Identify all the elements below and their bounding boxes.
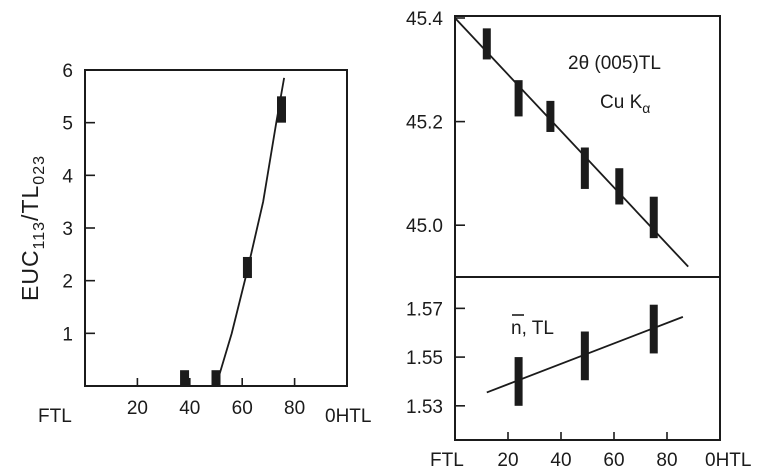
right-top-panel: 45.4 45.2 45.0 2θ (005)TL Cu Kα	[406, 9, 689, 268]
right-top-data-point	[546, 100, 555, 132]
left-y-tick-label: 6	[62, 61, 73, 82]
left-x-tick-label: 60	[232, 398, 253, 419]
right-x-tick-label: 40	[550, 450, 571, 471]
left-panel: 1 2 3 4 5 6 20 40 60 80 FTL 0HTL EUC113/TL023	[17, 61, 371, 427]
right-bottom-data-point	[580, 331, 589, 381]
right-top-ticks: 45.4 45.2 45.0	[406, 9, 465, 237]
left-y-tick-label: 3	[62, 219, 73, 240]
right-x-left-label: FTL	[430, 450, 464, 471]
right-top-y-tick-label: 45.0	[406, 216, 443, 237]
left-y-tick-label: 4	[62, 166, 73, 187]
right-top-data-point	[615, 168, 624, 205]
left-marks	[180, 96, 286, 386]
right-x-tick-label: 20	[497, 450, 518, 471]
left-y-tick-label: 2	[62, 272, 73, 293]
right-top-y-tick-label: 45.4	[406, 9, 443, 30]
left-x-tick-label: 20	[127, 398, 148, 419]
right-top-marks	[482, 28, 658, 239]
right-top-data-point	[580, 147, 589, 189]
right-bottom-data-point	[649, 304, 658, 354]
left-ticks: 1 2 3 4 5 6 20 40 60 80	[62, 61, 305, 419]
left-x-tick-label: 80	[284, 398, 305, 419]
left-y-axis-label: EUC113/TL023	[17, 155, 48, 301]
right-top-data-point	[649, 196, 658, 239]
right-bottom-y-tick-label: 1.55	[406, 348, 443, 369]
left-y-tick-label: 1	[62, 324, 73, 345]
left-data-point	[180, 370, 190, 386]
right-x-tick-label: 80	[656, 450, 677, 471]
left-data-point	[277, 96, 286, 123]
right-bottom-title: n, TL	[511, 318, 554, 339]
right-bottom-ticks: 1.57 1.55 1.53 20 40 60 80	[406, 299, 678, 471]
right-top-y-tick-label: 45.2	[406, 113, 443, 134]
right-top-fit-line	[454, 17, 689, 268]
right-top-data-point	[514, 80, 523, 117]
right-bottom-marks	[514, 304, 658, 406]
left-data-point	[211, 370, 221, 386]
left-x-left-label: FTL	[38, 406, 72, 427]
right-top-subtitle: Cu Kα	[600, 92, 650, 116]
left-x-right-label: 0HTL	[325, 406, 371, 427]
right-top-title: 2θ (005)TL	[568, 53, 661, 74]
left-y-tick-label: 5	[62, 114, 73, 135]
left-fit-curve	[215, 77, 286, 387]
right-x-right-label: 0HTL	[705, 450, 751, 471]
right-bottom-y-tick-label: 1.57	[406, 299, 443, 320]
right-bottom-panel: 1.57 1.55 1.53 20 40 60 80 n, TL FTL 0HTL	[406, 299, 751, 471]
left-frame	[84, 69, 348, 387]
right-bottom-data-point	[514, 357, 523, 406]
right-x-tick-label: 60	[603, 450, 624, 471]
right-top-data-point	[482, 28, 491, 60]
left-x-tick-label: 40	[179, 398, 200, 419]
right-bottom-y-tick-label: 1.53	[406, 397, 443, 418]
right-frame	[454, 15, 721, 441]
